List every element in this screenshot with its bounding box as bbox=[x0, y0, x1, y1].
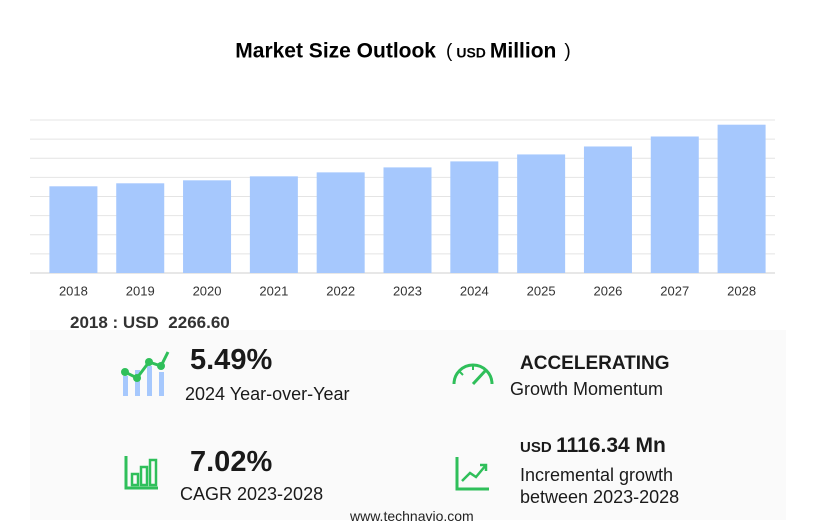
bar bbox=[517, 154, 566, 273]
yoy-value: 5.49% bbox=[190, 344, 273, 376]
bar bbox=[717, 124, 766, 274]
cagr-value: 7.02% bbox=[190, 446, 273, 478]
bar bbox=[583, 146, 632, 273]
x-tick-label: 2024 bbox=[460, 283, 489, 298]
x-tick-label: 2018 bbox=[59, 283, 88, 298]
increment-label: Incremental growth bbox=[520, 465, 674, 485]
title-paren: ( bbox=[446, 41, 453, 62]
cagr-icon bbox=[124, 456, 158, 490]
increment-label: between 2023-2028 bbox=[520, 487, 680, 507]
momentum-value: ACCELERATING bbox=[520, 353, 670, 374]
x-tick-label: 2023 bbox=[393, 283, 422, 298]
x-tick-label: 2027 bbox=[660, 283, 689, 298]
bar bbox=[650, 136, 699, 273]
title-currency: USD bbox=[456, 45, 486, 61]
base-year: 2018 : USD 2266.60 bbox=[70, 313, 230, 333]
title-paren: ) bbox=[564, 41, 570, 62]
increment-icon bbox=[455, 457, 489, 491]
title-unit: Million bbox=[490, 40, 557, 63]
bar bbox=[450, 161, 499, 273]
x-tick-label: 2020 bbox=[193, 283, 222, 298]
footer: www.technavio.com bbox=[350, 508, 474, 524]
x-tick-label: 2026 bbox=[593, 283, 622, 298]
x-tick-label: 2028 bbox=[727, 283, 756, 298]
base-label: 2018 : USD bbox=[70, 313, 159, 332]
chart: Market Size Outlook ( USD Million ) 2018… bbox=[30, 40, 775, 298]
bar bbox=[249, 176, 298, 273]
increment-value: 1116.34 Mn bbox=[556, 434, 666, 457]
base-value: 2266.60 bbox=[168, 313, 230, 332]
x-tick-label: 2021 bbox=[259, 283, 288, 298]
momentum-icon bbox=[452, 363, 494, 386]
x-tick-label: 2022 bbox=[326, 283, 355, 298]
chart-title: Market Size Outlook bbox=[235, 40, 436, 63]
yoy-label: 2024 Year-over-Year bbox=[185, 384, 350, 404]
increment-value-row: USD 1116.34 Mn bbox=[520, 434, 666, 458]
bar bbox=[383, 167, 432, 273]
yoy-icon bbox=[121, 351, 170, 396]
increment-currency: USD bbox=[520, 439, 552, 456]
bar bbox=[316, 172, 365, 273]
bar bbox=[49, 186, 98, 273]
cagr-label: CAGR 2023-2028 bbox=[180, 484, 324, 504]
x-tick-label: 2019 bbox=[126, 283, 155, 298]
bar bbox=[116, 183, 165, 273]
bar bbox=[183, 180, 232, 273]
x-tick-label: 2025 bbox=[527, 283, 556, 298]
momentum-label: Growth Momentum bbox=[510, 379, 664, 399]
